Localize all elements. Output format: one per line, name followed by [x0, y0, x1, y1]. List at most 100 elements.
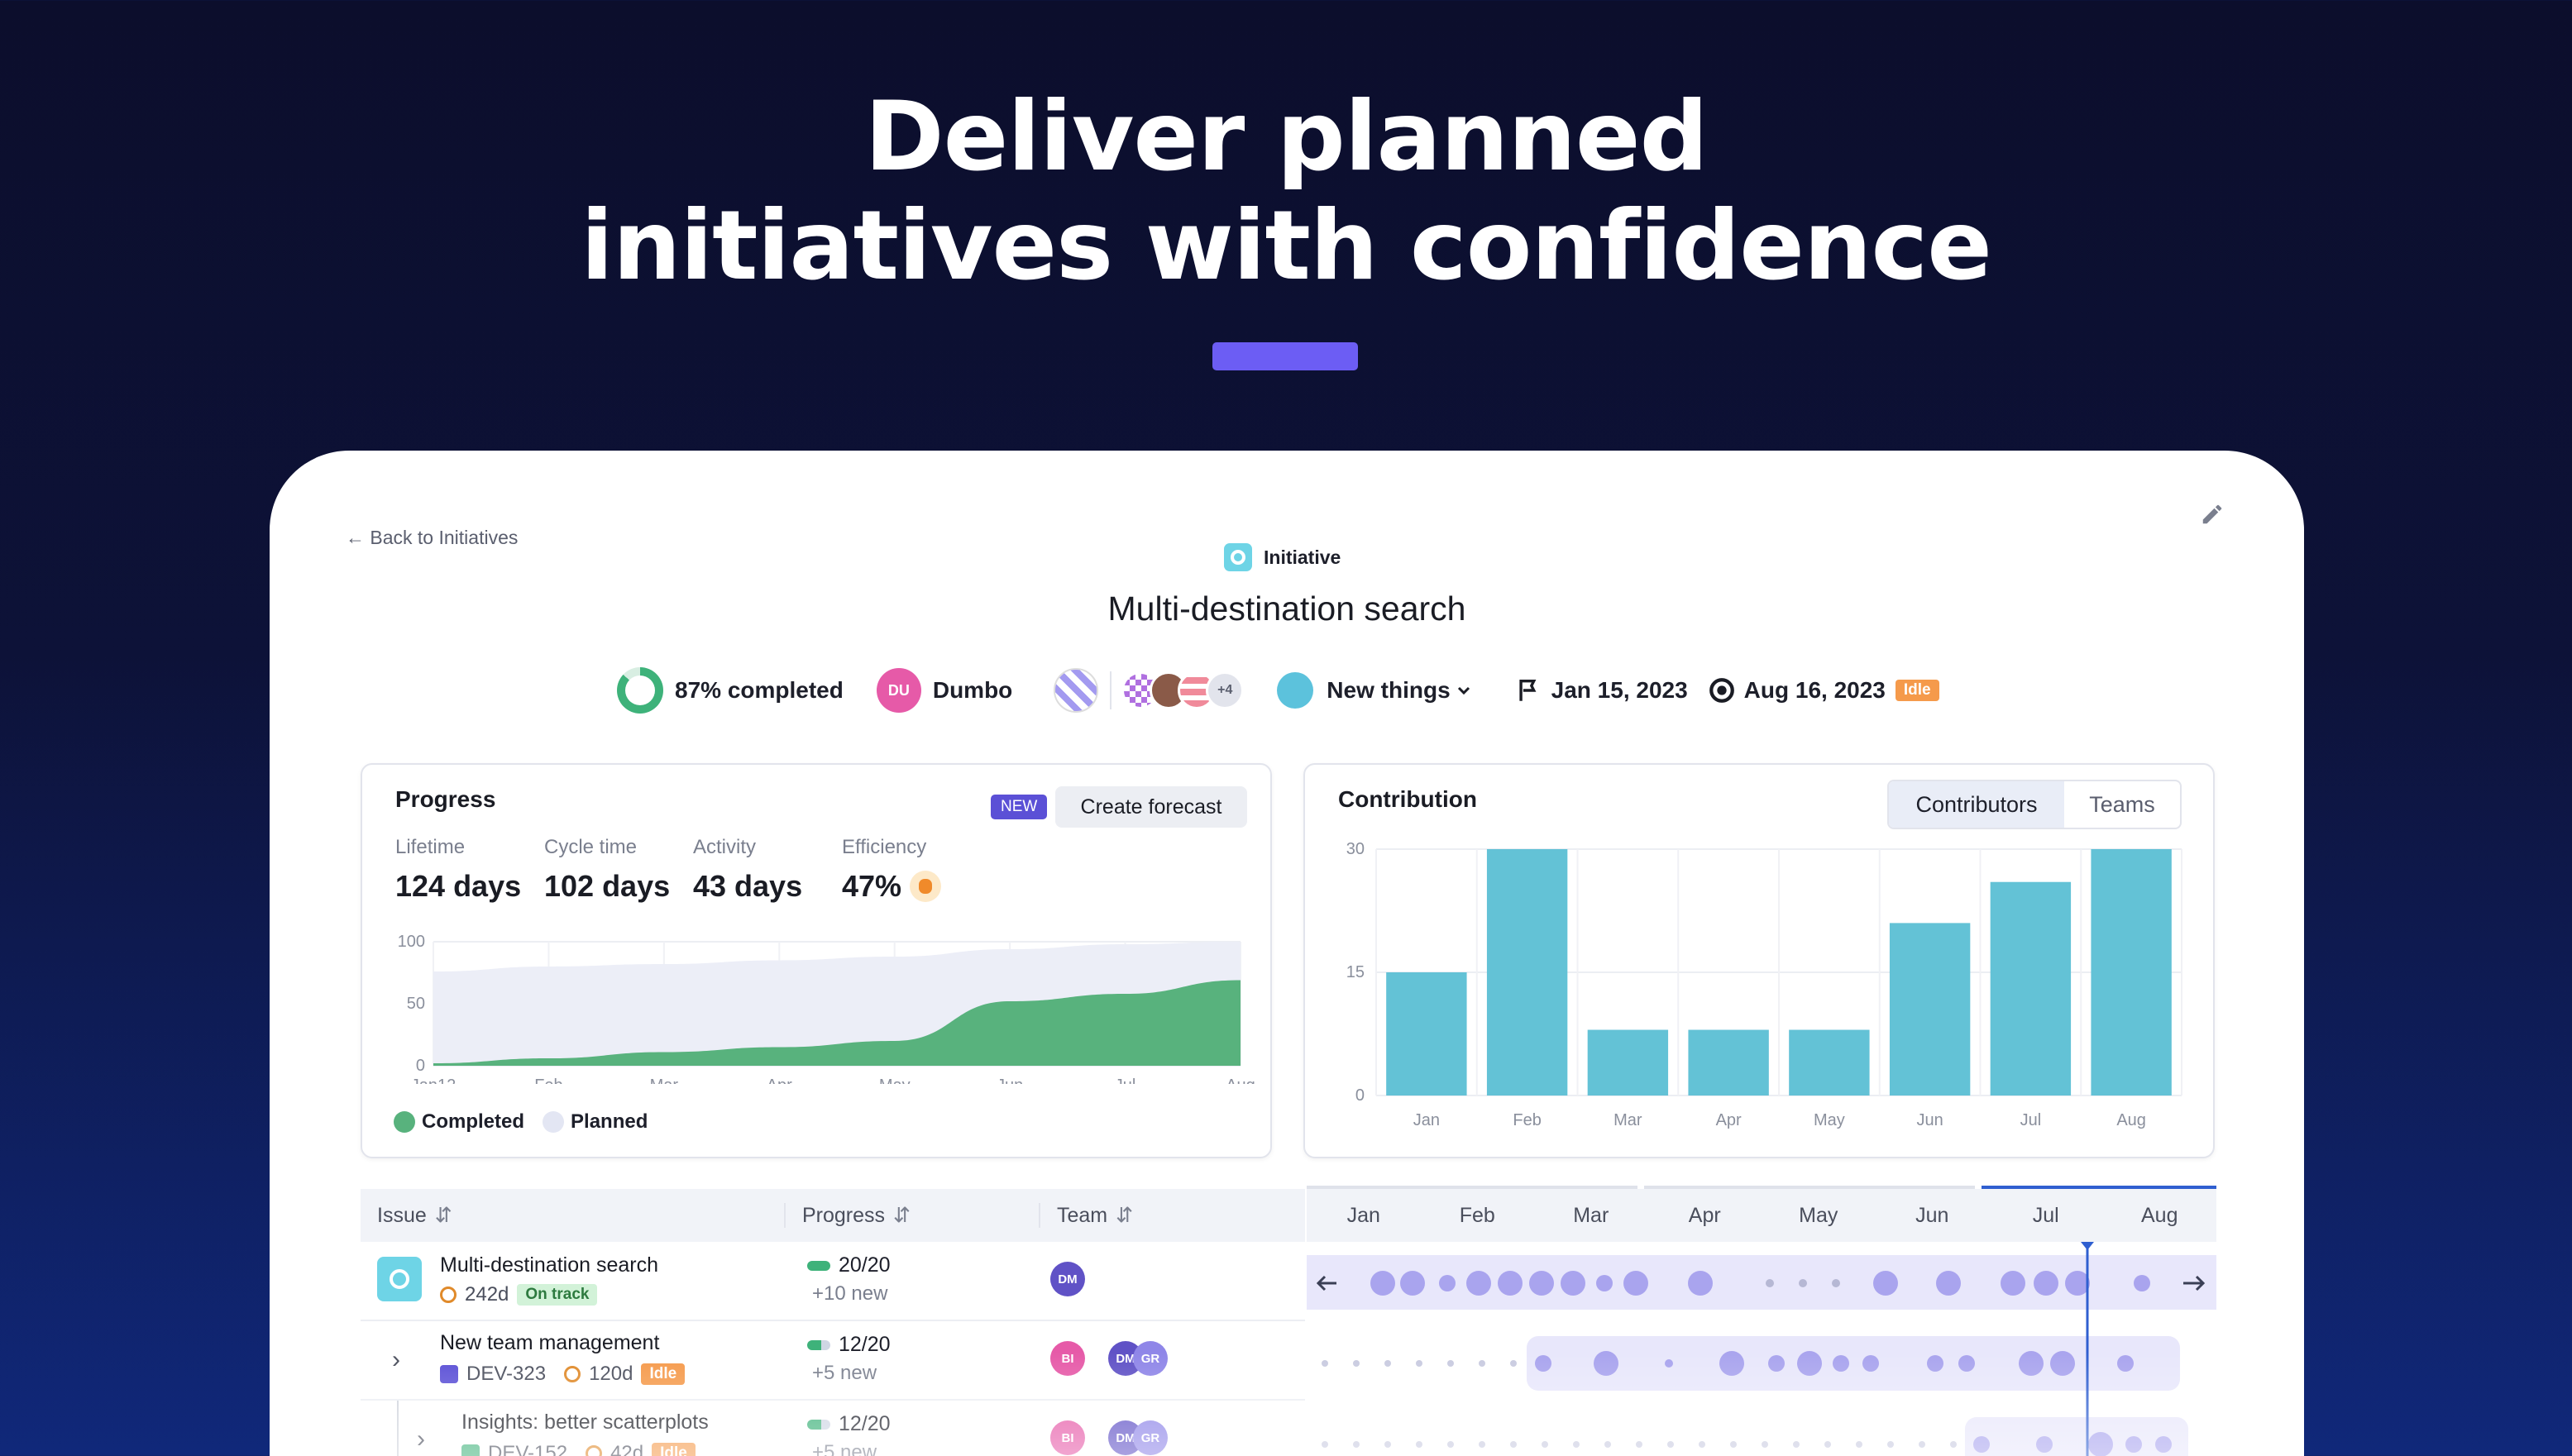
stat-label: Cycle time [544, 836, 638, 858]
initiative-type-label: Initiative [1224, 543, 1341, 571]
timeline-dot [1535, 1355, 1551, 1372]
area-completed [433, 980, 1241, 1066]
progress-panel-title: Progress [395, 786, 496, 812]
timeline-dot [1793, 1441, 1800, 1448]
issue-key[interactable]: DEV-152 [488, 1442, 568, 1456]
issue-title[interactable]: Insights: better scatterplots [461, 1411, 709, 1434]
timeline-dot [1573, 1441, 1580, 1448]
timeline-dot [1447, 1441, 1454, 1448]
sort-icon[interactable]: ⇵ [893, 1204, 911, 1227]
x-tick-label: Jun [1917, 1111, 1943, 1129]
timeline-dot [2050, 1351, 2075, 1376]
tab-teams[interactable]: Teams [2089, 791, 2155, 817]
team-avatar[interactable]: BI [1050, 1420, 1085, 1455]
timeline-dot [1768, 1355, 1785, 1372]
category-dot-icon [1277, 672, 1314, 709]
progress-legend: Completed Planned [394, 1110, 648, 1134]
timeline-dot [1762, 1441, 1768, 1448]
status-badge: Idle [1895, 680, 1939, 701]
team-avatar[interactable]: DM [1050, 1262, 1085, 1296]
timeline-scroll-thumb[interactable] [1982, 1186, 2216, 1189]
timeline-dot [1766, 1279, 1774, 1287]
col-team-label: Team [1057, 1203, 1108, 1227]
progress-new: +5 new [812, 1362, 877, 1384]
x-tick-label: Feb [1513, 1111, 1541, 1129]
table-row[interactable]: › New team management DEV-323 120d Idle … [361, 1321, 1305, 1401]
more-members-badge[interactable]: +4 [1206, 671, 1245, 709]
timeline-month-label: Jan [1346, 1204, 1380, 1227]
create-forecast-button[interactable]: Create forecast [1055, 786, 1247, 828]
issue-age: 42d [610, 1442, 644, 1456]
issue-title[interactable]: New team management [440, 1331, 660, 1354]
sort-icon[interactable]: ⇵ [434, 1204, 452, 1227]
col-team-header[interactable]: Team ⇵ [1039, 1203, 1305, 1228]
bar [2091, 849, 2172, 1096]
chevron-right-icon[interactable]: › [392, 1346, 400, 1373]
legend-planned-swatch [543, 1111, 565, 1133]
team-avatar[interactable]: BI [1050, 1341, 1085, 1376]
stat-efficiency: Efficiency 47% [842, 836, 942, 904]
timeline-month-label: Jul [2032, 1204, 2059, 1227]
timeline: Jan Feb Mar Apr May Jun Jul Aug [1307, 1186, 2216, 1456]
bar [1889, 923, 1971, 1096]
tab-contributors[interactable]: Contributors [1889, 781, 2064, 828]
chevron-right-icon[interactable]: › [417, 1425, 425, 1453]
progress-new: +5 new [812, 1441, 877, 1456]
start-date[interactable]: Jan 15, 2023 [1551, 677, 1688, 703]
timeline-dot [1950, 1441, 1957, 1448]
x-tick-label: Aug [2116, 1111, 2146, 1129]
timeline-dot [2088, 1432, 2113, 1456]
status-badge: Idle [641, 1363, 686, 1385]
timeline-dot [1594, 1351, 1618, 1376]
timeline-dot [2155, 1436, 2172, 1453]
timeline-dot [1623, 1271, 1648, 1296]
issue-title[interactable]: Multi-destination search [440, 1253, 659, 1277]
issue-age: 242d [465, 1283, 509, 1306]
status-badge: On track [517, 1284, 598, 1306]
completion-text: 87% completed [675, 677, 844, 703]
stat-label: Lifetime [395, 836, 466, 858]
bar [1386, 972, 1467, 1096]
pencil-icon[interactable] [2200, 502, 2225, 527]
member-avatars[interactable]: +4 [1121, 671, 1245, 709]
stat-label: Efficiency [842, 836, 927, 858]
progress-pill [807, 1339, 830, 1350]
timeline-dot [2001, 1271, 2025, 1296]
back-to-initiatives-link[interactable]: ← Back to Initiatives [346, 527, 519, 548]
chevron-down-icon[interactable] [1456, 682, 1472, 699]
team-avatar[interactable]: GR [1133, 1341, 1168, 1376]
today-marker-icon [2081, 1242, 2094, 1250]
timeline-dot [1510, 1360, 1517, 1367]
timeline-month-label: May [1799, 1204, 1838, 1227]
hero-accent-bar [1212, 342, 1358, 370]
table-row[interactable]: Multi-destination search 242d On track 2… [361, 1242, 1305, 1321]
team-avatar[interactable] [1054, 668, 1099, 713]
initiative-icon [1224, 543, 1252, 571]
legend-completed-swatch [394, 1111, 415, 1133]
sort-icon[interactable]: ⇵ [1116, 1204, 1134, 1227]
target-date[interactable]: Aug 16, 2023 [1743, 677, 1886, 703]
col-issue-label: Issue [377, 1203, 427, 1227]
initiative-card: ← Back to Initiatives Initiative Multi-d… [270, 451, 2304, 1456]
category-select[interactable]: New things [1327, 677, 1451, 703]
table-row[interactable]: › Insights: better scatterplots DEV-152 … [361, 1401, 1305, 1456]
owner-name[interactable]: Dumbo [932, 677, 1013, 703]
hand-icon [910, 871, 942, 902]
timeline-dot [1353, 1360, 1360, 1367]
bar [1990, 881, 2072, 1096]
timeline-dot [2134, 1275, 2150, 1291]
timeline-dot [1604, 1441, 1611, 1448]
col-issue-header[interactable]: Issue ⇵ [361, 1203, 784, 1228]
timeline-dot [1719, 1351, 1744, 1376]
col-progress-header[interactable]: Progress ⇵ [784, 1203, 1039, 1228]
team-avatar[interactable]: GR [1133, 1420, 1168, 1455]
y-tick-label: 30 [1346, 840, 1365, 858]
legend-planned-label: Planned [571, 1110, 648, 1133]
owner-avatar[interactable]: DU [876, 668, 921, 713]
hero-title-line-1: Deliver planned [864, 81, 1708, 193]
issue-key[interactable]: DEV-323 [466, 1363, 547, 1385]
team-avatars: BI DM GR [1050, 1341, 1168, 1376]
timeline-dot [1370, 1271, 1395, 1296]
x-tick-label: Jul [2020, 1111, 2042, 1129]
timeline-dot [1824, 1441, 1831, 1448]
